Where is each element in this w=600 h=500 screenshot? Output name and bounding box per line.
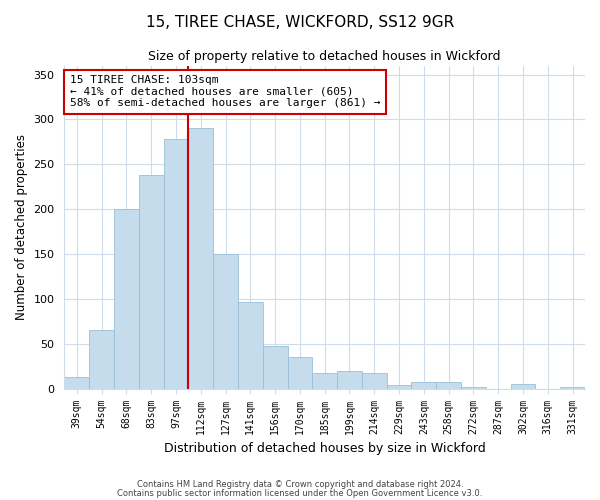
Text: Contains HM Land Registry data © Crown copyright and database right 2024.: Contains HM Land Registry data © Crown c…	[137, 480, 463, 489]
Bar	[238, 302, 263, 388]
Bar	[89, 330, 114, 388]
Bar	[64, 377, 89, 388]
Text: 15, TIREE CHASE, WICKFORD, SS12 9GR: 15, TIREE CHASE, WICKFORD, SS12 9GR	[146, 15, 454, 30]
Bar	[386, 385, 412, 388]
Bar	[337, 370, 362, 388]
Bar	[287, 358, 313, 388]
X-axis label: Distribution of detached houses by size in Wickford: Distribution of detached houses by size …	[164, 442, 485, 455]
Bar	[461, 387, 486, 388]
Y-axis label: Number of detached properties: Number of detached properties	[15, 134, 28, 320]
Bar	[114, 209, 139, 388]
Text: Contains public sector information licensed under the Open Government Licence v3: Contains public sector information licen…	[118, 488, 482, 498]
Bar	[511, 384, 535, 388]
Bar	[139, 175, 164, 388]
Bar	[313, 372, 337, 388]
Bar	[164, 139, 188, 388]
Bar	[213, 254, 238, 388]
Bar	[188, 128, 213, 388]
Bar	[560, 387, 585, 388]
Bar	[362, 372, 386, 388]
Bar	[436, 382, 461, 388]
Text: 15 TIREE CHASE: 103sqm
← 41% of detached houses are smaller (605)
58% of semi-de: 15 TIREE CHASE: 103sqm ← 41% of detached…	[70, 75, 380, 108]
Title: Size of property relative to detached houses in Wickford: Size of property relative to detached ho…	[148, 50, 501, 63]
Bar	[412, 382, 436, 388]
Bar	[263, 346, 287, 389]
